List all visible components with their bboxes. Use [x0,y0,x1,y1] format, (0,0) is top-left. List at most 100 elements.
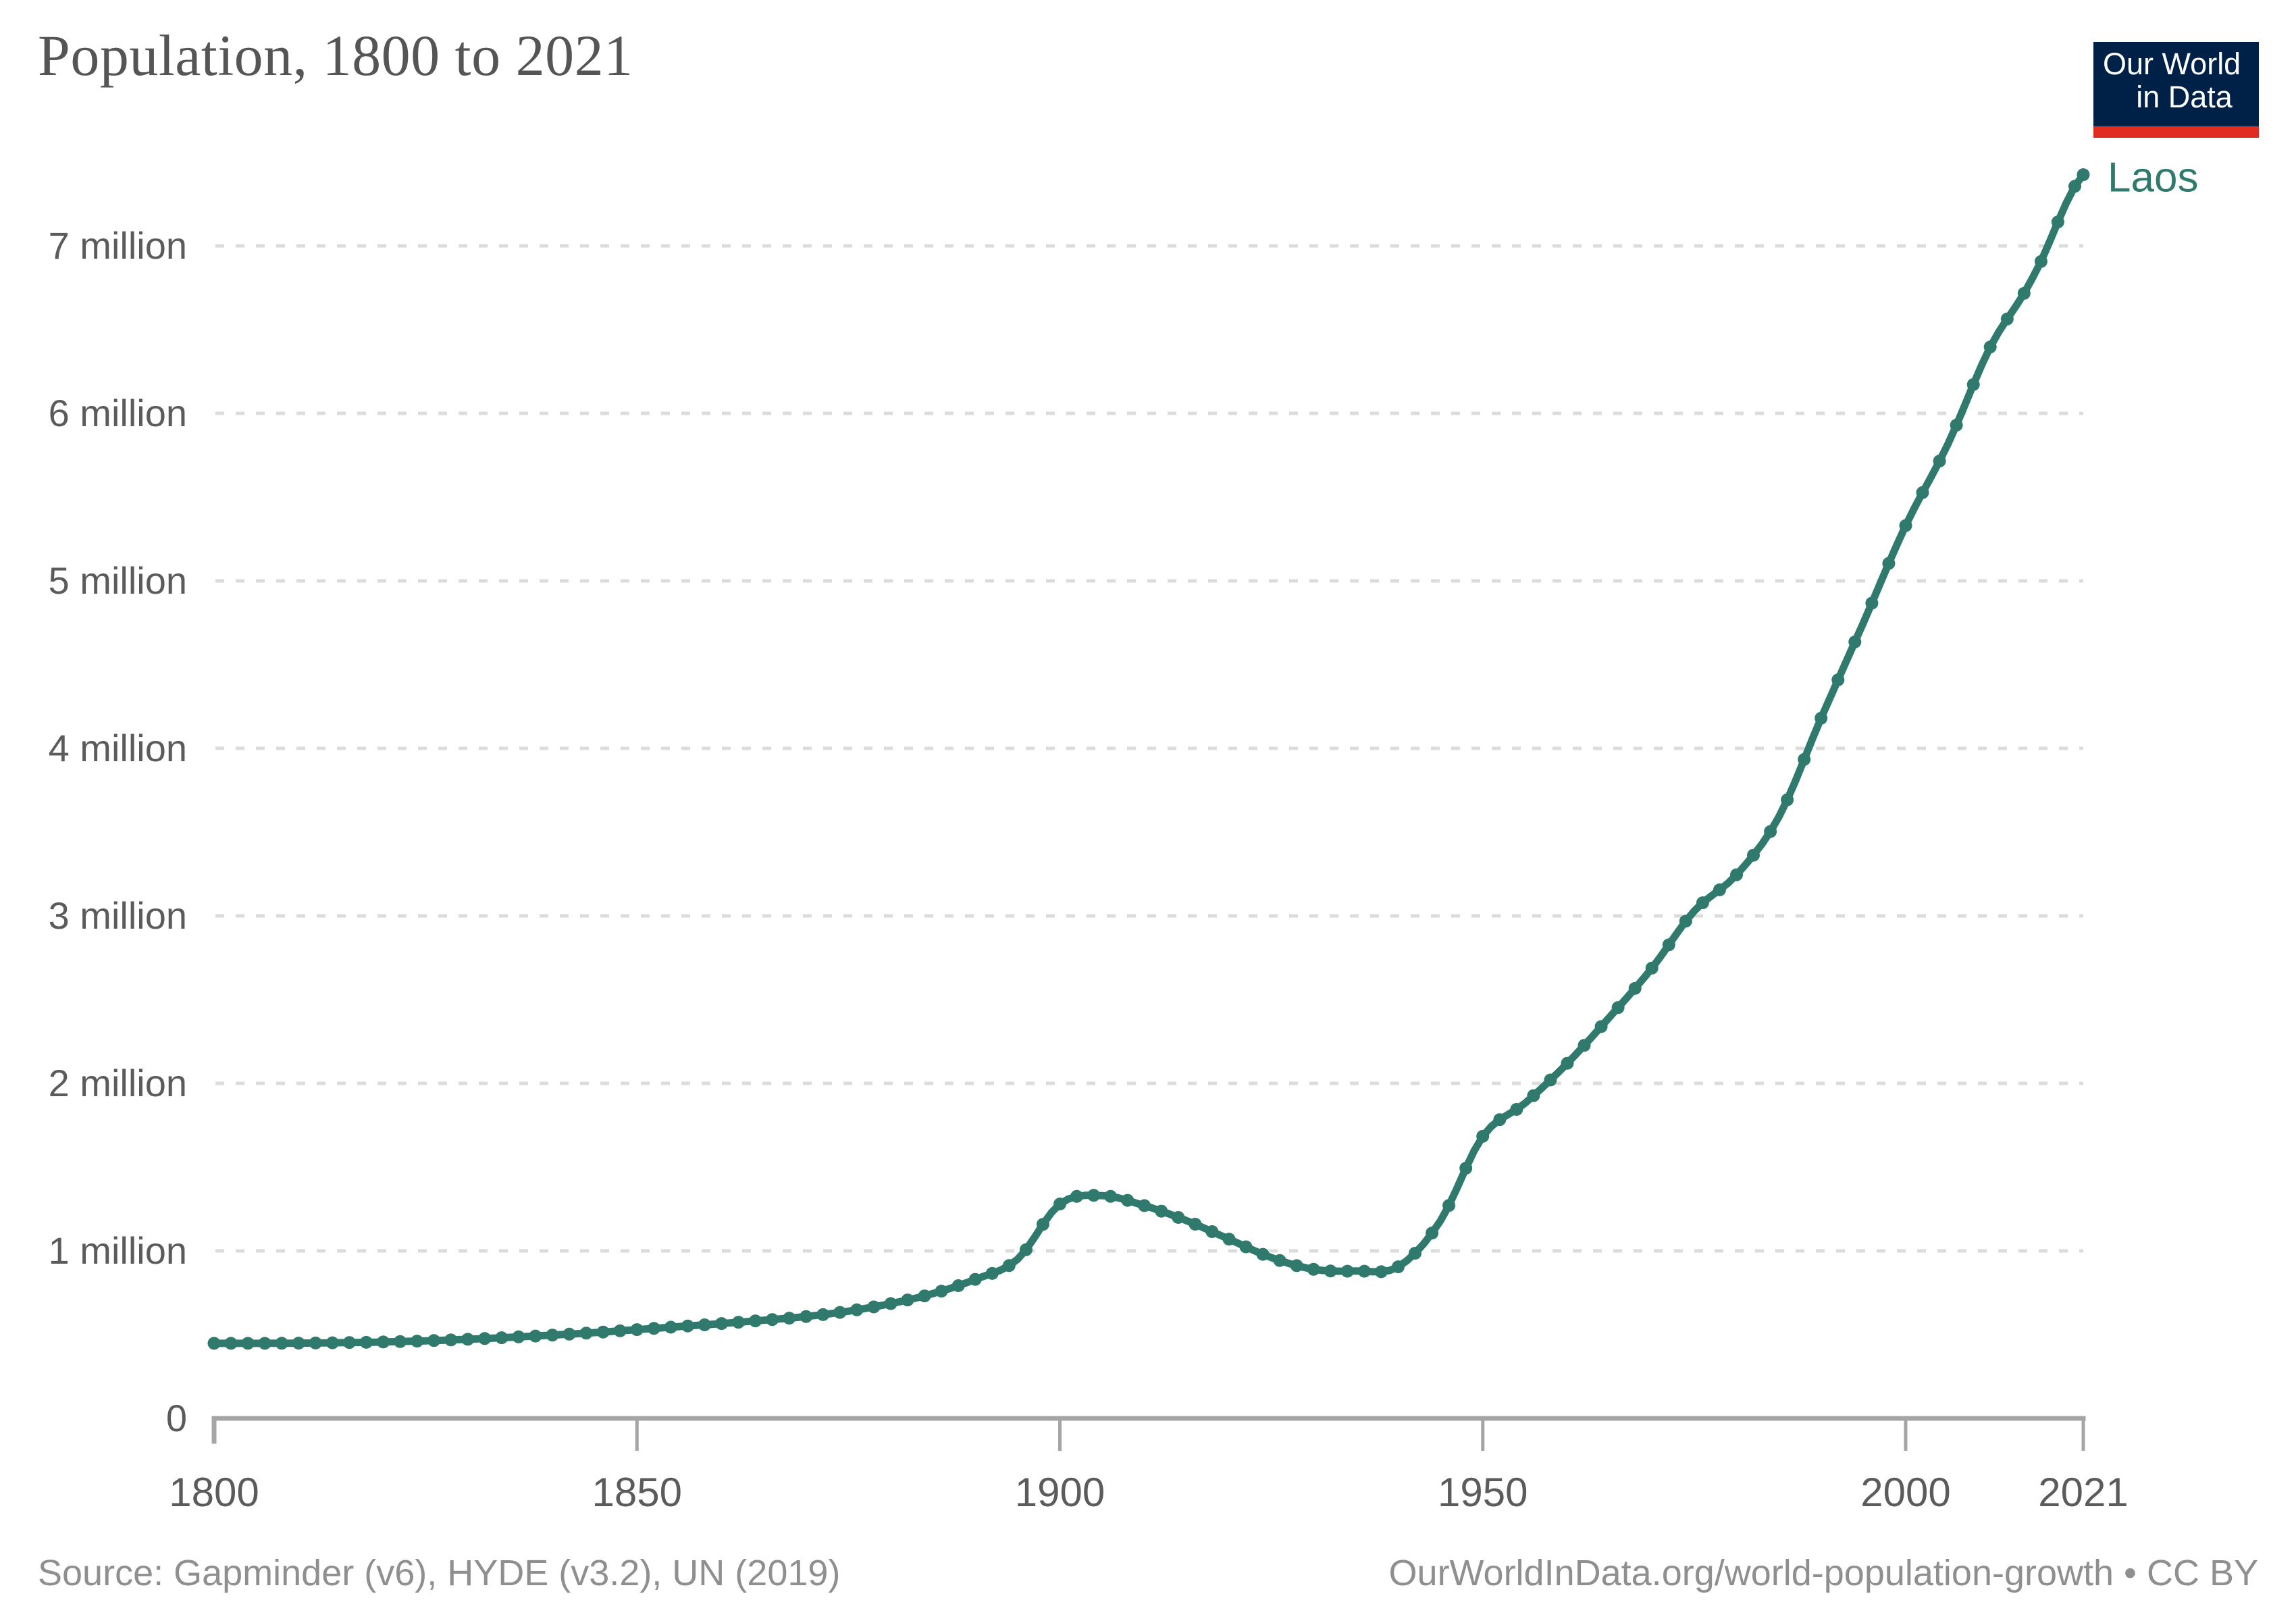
series-data-point[interactable] [1476,1129,1490,1143]
series-data-point[interactable] [563,1327,576,1341]
series-data-point[interactable] [1053,1198,1066,1211]
series-data-point[interactable] [985,1266,999,1280]
series-data-point[interactable] [1036,1218,1049,1231]
series-data-point[interactable] [1510,1103,1523,1116]
series-data-point[interactable] [579,1327,593,1340]
series-data-point[interactable] [968,1272,982,1286]
series-data-point[interactable] [1239,1240,1253,1254]
series-data-point[interactable] [1307,1262,1320,1276]
series-data-point[interactable] [359,1335,373,1349]
series-data-point[interactable] [1561,1056,1574,1070]
series-data-point[interactable] [1933,455,1946,468]
series-data-point[interactable] [833,1306,847,1319]
series-data-point[interactable] [512,1330,525,1343]
series-data-point[interactable] [275,1337,288,1350]
series-data-point[interactable] [1966,378,1980,391]
series-data-point[interactable] [1104,1189,1118,1203]
series-data-point[interactable] [1882,557,1896,570]
series-data-point[interactable] [1493,1113,1507,1127]
series-data-point[interactable] [681,1319,694,1333]
series-data-point[interactable] [1645,961,1659,975]
series-data-point[interactable] [1189,1218,1202,1231]
series-data-point[interactable] [2051,215,2064,229]
series-data-point[interactable] [1577,1039,1591,1052]
series-data-point[interactable] [1848,635,1862,648]
series-data-point[interactable] [630,1323,644,1337]
series-data-point[interactable] [309,1336,322,1349]
series-data-point[interactable] [1256,1247,1270,1261]
series-data-point[interactable] [800,1310,813,1323]
series-data-point[interactable] [1155,1204,1168,1218]
series-data-point[interactable] [1764,825,1777,838]
series-data-point[interactable] [292,1337,305,1350]
series-data-point[interactable] [1916,486,1929,499]
series-data-point[interactable] [1409,1247,1421,1260]
series-data-point[interactable] [1950,419,1963,432]
series-data-point[interactable] [1544,1073,1557,1087]
owid-logo[interactable]: Our World in Data [2093,42,2259,126]
series-data-point[interactable] [2077,168,2090,182]
series-data-point[interactable] [377,1335,390,1349]
series-data-point[interactable] [2034,255,2047,268]
series-data-point[interactable] [1865,596,1879,610]
series-data-point[interactable] [444,1333,458,1347]
series-data-point[interactable] [951,1279,965,1292]
series-data-point[interactable] [1019,1243,1033,1256]
series-data-point[interactable] [495,1331,508,1345]
series-data-point[interactable] [1392,1260,1405,1274]
series-data-point[interactable] [1831,673,1845,687]
series-data-point[interactable] [901,1293,914,1307]
series-data-point[interactable] [1527,1089,1540,1102]
series-data-point[interactable] [1087,1189,1101,1202]
series-data-point[interactable] [1357,1264,1371,1278]
series-data-point[interactable] [1273,1254,1286,1267]
series-data-point[interactable] [1459,1162,1473,1175]
series-data-point[interactable] [394,1335,407,1348]
series-data-point[interactable] [816,1308,830,1321]
series-data-point[interactable] [596,1325,610,1339]
series-data-point[interactable] [1205,1225,1219,1238]
series-data-point[interactable] [850,1303,864,1316]
series-data-point[interactable] [1121,1193,1134,1207]
series-data-point[interactable] [1138,1199,1151,1212]
series-data-point[interactable] [478,1332,492,1345]
series-data-point[interactable] [1324,1264,1337,1278]
series-data-point[interactable] [461,1333,475,1346]
series-data-point[interactable] [207,1337,221,1350]
series-data-point[interactable] [1611,1001,1625,1014]
series-data-point[interactable] [1899,519,1912,532]
series-data-point[interactable] [1426,1227,1439,1240]
series-data-point[interactable] [1730,868,1743,881]
series-data-point[interactable] [529,1329,542,1343]
series-data-point[interactable] [1290,1259,1303,1272]
series-data-point[interactable] [1798,752,1811,766]
series-data-point[interactable] [2068,180,2081,193]
series-data-point[interactable] [2017,286,2031,300]
series-data-point[interactable] [613,1324,627,1337]
series-data-point[interactable] [1172,1211,1185,1224]
series-data-point[interactable] [732,1316,745,1329]
series-data-point[interactable] [325,1336,339,1349]
series-data-point[interactable] [1679,915,1692,928]
series-data-point[interactable] [1662,938,1675,952]
series-data-point[interactable] [1442,1199,1456,1212]
series-data-point[interactable] [1628,981,1642,995]
series-data-point[interactable] [1696,896,1709,910]
series-data-point[interactable] [258,1337,271,1350]
series-data-point[interactable] [1002,1259,1016,1272]
series-data-point[interactable] [647,1322,660,1335]
series-data-point[interactable] [1222,1233,1236,1246]
series-data-point[interactable] [224,1337,238,1350]
series-data-point[interactable] [884,1297,897,1310]
series-data-point[interactable] [867,1300,881,1314]
series-data-point[interactable] [918,1289,931,1303]
series-data-point[interactable] [1713,883,1726,896]
series-data-point[interactable] [1815,711,1828,725]
series-data-point[interactable] [1781,793,1794,806]
series-data-point[interactable] [715,1317,728,1331]
series-data-point[interactable] [698,1318,711,1331]
series-data-point[interactable] [783,1312,796,1325]
series-data-point[interactable] [1747,848,1760,862]
series-data-point[interactable] [411,1335,424,1348]
series-data-point[interactable] [342,1336,356,1349]
